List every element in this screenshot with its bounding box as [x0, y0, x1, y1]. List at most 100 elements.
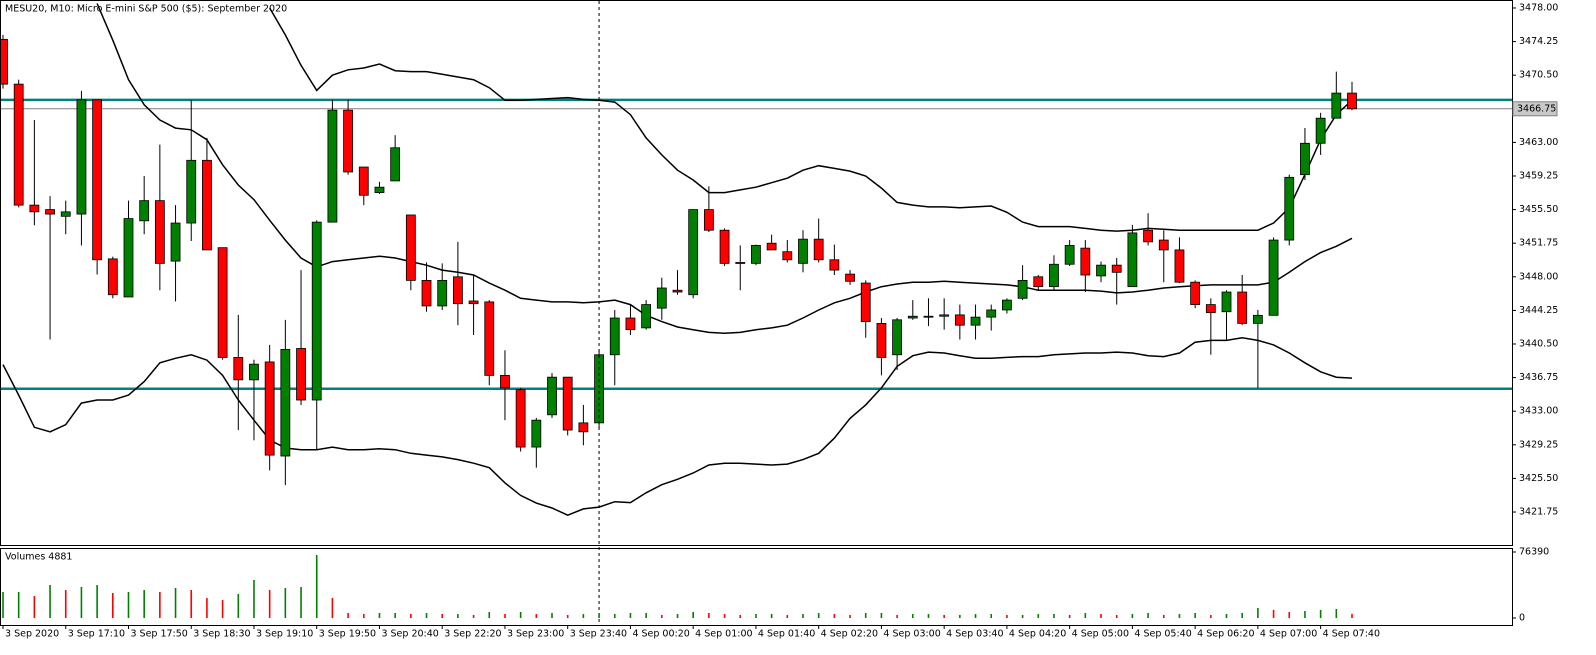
x-tick-label: 4 Sep 05:40 — [1134, 629, 1191, 640]
candle-body — [829, 259, 840, 271]
candle-body — [625, 317, 636, 331]
candle-body — [923, 315, 934, 318]
y-tick-label: 3421.75 — [1519, 507, 1558, 518]
x-tick-label: 4 Sep 07:00 — [1260, 629, 1317, 640]
candle-body — [1174, 249, 1185, 283]
candle-body — [1017, 279, 1028, 299]
candle-body — [452, 276, 463, 305]
candle-body — [986, 309, 997, 318]
candle-body — [1080, 247, 1091, 276]
candle-body — [437, 279, 448, 307]
candle-body — [264, 361, 275, 456]
candle-body — [1, 38, 8, 85]
candle-body — [813, 238, 824, 261]
candle-body — [656, 287, 667, 309]
x-tick-label: 4 Sep 02:20 — [821, 629, 878, 640]
x-tick-label: 3 Sep 23:00 — [507, 629, 564, 640]
x-tick-label: 4 Sep 03:00 — [883, 629, 940, 640]
candle-body — [405, 214, 416, 281]
candle-body — [766, 242, 777, 251]
x-tick-label: 3 Sep 17:10 — [68, 629, 125, 640]
x-tick-label: 3 Sep 17:50 — [130, 629, 187, 640]
y-tick-label: 3433.00 — [1519, 406, 1558, 417]
x-tick-label: 3 Sep 20:40 — [381, 629, 438, 640]
candle-body — [358, 166, 369, 196]
candle-body — [1284, 176, 1295, 241]
y-tick-label: 3470.50 — [1519, 70, 1558, 81]
candle-body — [703, 209, 714, 231]
candle-body — [202, 159, 212, 251]
y-tick-label: 3478.00 — [1519, 2, 1558, 13]
candle-body — [939, 314, 950, 317]
candle-body — [29, 204, 40, 213]
candle-body — [562, 376, 573, 431]
band-line — [96, 3, 1353, 335]
candle-body — [1237, 291, 1248, 324]
candle-body — [390, 147, 401, 182]
candle-body — [1143, 229, 1153, 243]
candle-body — [672, 289, 683, 293]
volume-label: Volumes 4881 — [5, 552, 72, 563]
candle-body — [1221, 291, 1232, 313]
candle-body — [484, 301, 495, 376]
candle-body — [123, 218, 134, 298]
candle-body — [1002, 299, 1012, 311]
x-tick-label: 4 Sep 00:20 — [632, 629, 689, 640]
candle-body — [249, 363, 259, 381]
candle-body — [1033, 276, 1044, 288]
last-price-box — [1512, 101, 1558, 117]
candle-body — [907, 315, 918, 319]
candle-body — [609, 317, 620, 356]
candle-body — [547, 376, 557, 416]
candle-body — [1049, 263, 1059, 288]
x-tick-label: 4 Sep 06:20 — [1197, 629, 1254, 640]
candle-body — [1127, 232, 1138, 288]
candle-body — [531, 419, 542, 448]
y-tick-label: 3448.00 — [1519, 271, 1558, 282]
candle-body — [107, 258, 118, 296]
candle-body — [1300, 142, 1310, 176]
x-tick-label: 3 Sep 18:30 — [193, 629, 250, 640]
candle-body — [735, 262, 746, 264]
candle-body — [578, 422, 589, 433]
candle-body — [970, 316, 981, 326]
candle-body — [860, 282, 871, 323]
candle-body — [343, 109, 353, 173]
y-tick-label: 3459.25 — [1519, 170, 1558, 181]
volume-tick-label: 76390 — [1519, 547, 1549, 558]
candle-body — [688, 209, 699, 296]
band-line — [2, 336, 1353, 517]
candle-body — [892, 319, 903, 356]
candle-body — [1205, 304, 1216, 314]
candle-body — [233, 357, 244, 381]
y-tick-label: 3463.00 — [1519, 137, 1558, 148]
candle-body — [217, 247, 228, 358]
chart-title: MESU20, M10: Micro E-mini S&P 500 ($5): … — [5, 4, 287, 15]
candle-body — [719, 229, 730, 264]
last-price-label: 3466.75 — [1517, 103, 1556, 114]
candle-body — [280, 348, 291, 457]
x-tick-label: 4 Sep 01:00 — [695, 629, 752, 640]
y-tick-label: 3429.25 — [1519, 439, 1558, 450]
candle-body — [1315, 117, 1326, 144]
candle-body — [327, 109, 338, 223]
candle-body — [1190, 281, 1201, 305]
x-tick-label: 4 Sep 03:40 — [946, 629, 1003, 640]
candle-body — [13, 83, 24, 206]
y-tick-label: 3455.50 — [1519, 204, 1558, 215]
x-tick-label: 3 Sep 19:50 — [319, 629, 376, 640]
candle-body — [751, 245, 761, 264]
candle-body — [1158, 239, 1169, 251]
candle-body — [876, 322, 887, 358]
x-tick-label: 4 Sep 04:20 — [1009, 629, 1066, 640]
candle-body — [421, 279, 432, 307]
y-tick-label: 3451.75 — [1519, 238, 1558, 249]
x-tick-label: 3 Sep 22:20 — [444, 629, 501, 640]
candle-body — [594, 354, 604, 424]
candle-body — [154, 200, 165, 264]
x-tick-label: 3 Sep 19:10 — [256, 629, 313, 640]
candle-body — [1268, 239, 1279, 316]
candle-body — [954, 314, 965, 326]
y-tick-label: 3436.75 — [1519, 372, 1558, 383]
